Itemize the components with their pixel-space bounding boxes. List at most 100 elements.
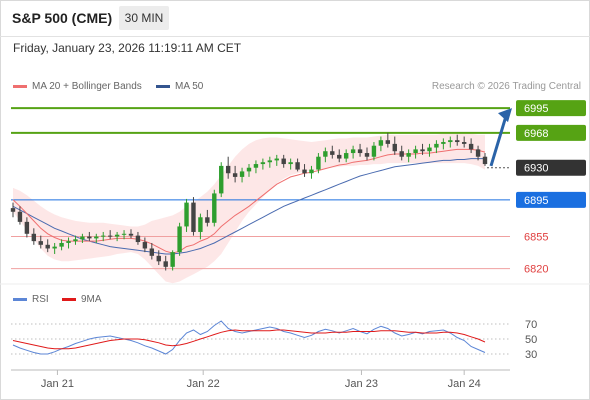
legend-rsi: RSI bbox=[13, 294, 49, 305]
legend-ma20: MA 20 + Bollinger Bands bbox=[13, 81, 142, 92]
instrument-title: S&P 500 (CME) bbox=[12, 10, 113, 26]
candle-body bbox=[219, 165, 224, 194]
candle-body bbox=[45, 244, 50, 249]
candle-body bbox=[246, 167, 252, 172]
candle-body bbox=[87, 236, 92, 239]
candle-body bbox=[107, 235, 113, 237]
candle-body bbox=[413, 149, 418, 154]
candle-body bbox=[316, 156, 321, 170]
candle-body bbox=[260, 162, 266, 165]
forecast-arrow-shaft bbox=[489, 115, 508, 167]
x-tick-label: Jan 21 bbox=[41, 378, 74, 390]
x-tick-label: Jan 24 bbox=[448, 378, 481, 390]
candle-body bbox=[128, 233, 134, 236]
level-label-6930: 6930 bbox=[524, 163, 548, 175]
level-badge-6968 bbox=[516, 124, 586, 141]
credit-text: Research © 2026 Trading Central bbox=[431, 81, 581, 92]
timeframe-button[interactable]: 30 MIN bbox=[119, 6, 169, 30]
candle-body bbox=[399, 151, 404, 157]
candle-body bbox=[357, 149, 363, 154]
candle-body bbox=[149, 248, 155, 256]
level-label-6820: 6820 bbox=[524, 264, 548, 276]
candle-body bbox=[343, 153, 349, 159]
legend-ma9: 9MA bbox=[62, 294, 102, 305]
candle-body bbox=[135, 235, 141, 243]
candle-body bbox=[191, 202, 196, 232]
candle-body bbox=[198, 217, 203, 232]
candle-body bbox=[253, 164, 259, 168]
candle-body bbox=[66, 241, 71, 243]
candle-body bbox=[121, 233, 127, 235]
x-tick-label: Jan 22 bbox=[187, 378, 220, 390]
candle-body bbox=[232, 173, 238, 177]
level-label-6968: 6968 bbox=[524, 128, 548, 140]
candle-body bbox=[392, 143, 397, 152]
legend-ma50: MA 50 bbox=[156, 81, 203, 92]
candle-body bbox=[163, 261, 168, 267]
ma20-swatch bbox=[13, 84, 27, 88]
candle-body bbox=[288, 162, 293, 165]
level-label-6895: 6895 bbox=[524, 195, 548, 207]
candle-body bbox=[156, 255, 161, 262]
legend-rsi-label: RSI bbox=[32, 294, 49, 305]
candle-body bbox=[267, 160, 273, 163]
candle-body bbox=[94, 236, 99, 239]
candle-body bbox=[59, 242, 64, 247]
candle-body bbox=[406, 153, 411, 157]
candle-body bbox=[38, 241, 43, 245]
legend-ma50-label: MA 50 bbox=[175, 81, 204, 92]
candle-body bbox=[468, 143, 474, 150]
candle-body bbox=[101, 235, 106, 237]
candle-body bbox=[212, 193, 217, 223]
candle-body bbox=[455, 140, 460, 143]
forecast-arrow-head bbox=[498, 108, 512, 123]
ma50-line bbox=[12, 158, 485, 255]
candle-body bbox=[17, 211, 23, 222]
candle-body bbox=[475, 149, 481, 157]
candle-body bbox=[309, 169, 314, 174]
bollinger-band bbox=[13, 133, 485, 284]
candle-body bbox=[31, 233, 37, 242]
candle-body bbox=[420, 149, 425, 152]
legend-ma9-label: 9MA bbox=[81, 294, 102, 305]
candle-body bbox=[274, 158, 279, 161]
rsi-ma-line bbox=[12, 329, 486, 350]
candle-body bbox=[385, 140, 391, 144]
level-badge-6995 bbox=[516, 100, 586, 117]
ma20-line bbox=[12, 148, 486, 254]
candle-body bbox=[302, 169, 307, 174]
candle-body bbox=[80, 236, 85, 240]
candle-body bbox=[295, 162, 300, 170]
candle-body bbox=[52, 246, 57, 249]
candle-body bbox=[371, 145, 377, 157]
level-label-6995: 6995 bbox=[524, 103, 548, 115]
ma9-swatch bbox=[62, 297, 76, 301]
candle-body bbox=[461, 142, 467, 144]
candle-body bbox=[24, 221, 30, 234]
candle-body bbox=[73, 239, 78, 242]
candle-body bbox=[281, 158, 286, 165]
candle-body bbox=[177, 226, 182, 253]
candle-body bbox=[170, 252, 175, 267]
date-text: Friday, January 23, 2026 11:19:11 AM CET bbox=[13, 41, 242, 55]
candle-body bbox=[482, 156, 488, 165]
rsi-swatch bbox=[13, 297, 27, 301]
candle-body bbox=[225, 165, 231, 174]
candle-body bbox=[114, 234, 120, 237]
candle-body bbox=[350, 149, 356, 154]
candle-body bbox=[378, 140, 384, 146]
ma50-swatch bbox=[156, 84, 170, 88]
header-bar: S&P 500 (CME) 30 MIN bbox=[0, 0, 590, 37]
candle-body bbox=[448, 140, 453, 143]
candle-body bbox=[364, 153, 370, 157]
level-badge-6895 bbox=[516, 191, 586, 208]
candle-body bbox=[239, 171, 245, 177]
candle-body bbox=[427, 147, 432, 152]
rsi-line bbox=[12, 320, 486, 355]
rsi-tick-label: 30 bbox=[525, 349, 537, 361]
candle-body bbox=[184, 202, 189, 227]
candle-body bbox=[142, 242, 148, 249]
candle-body bbox=[434, 143, 439, 148]
candle-body bbox=[441, 142, 446, 144]
